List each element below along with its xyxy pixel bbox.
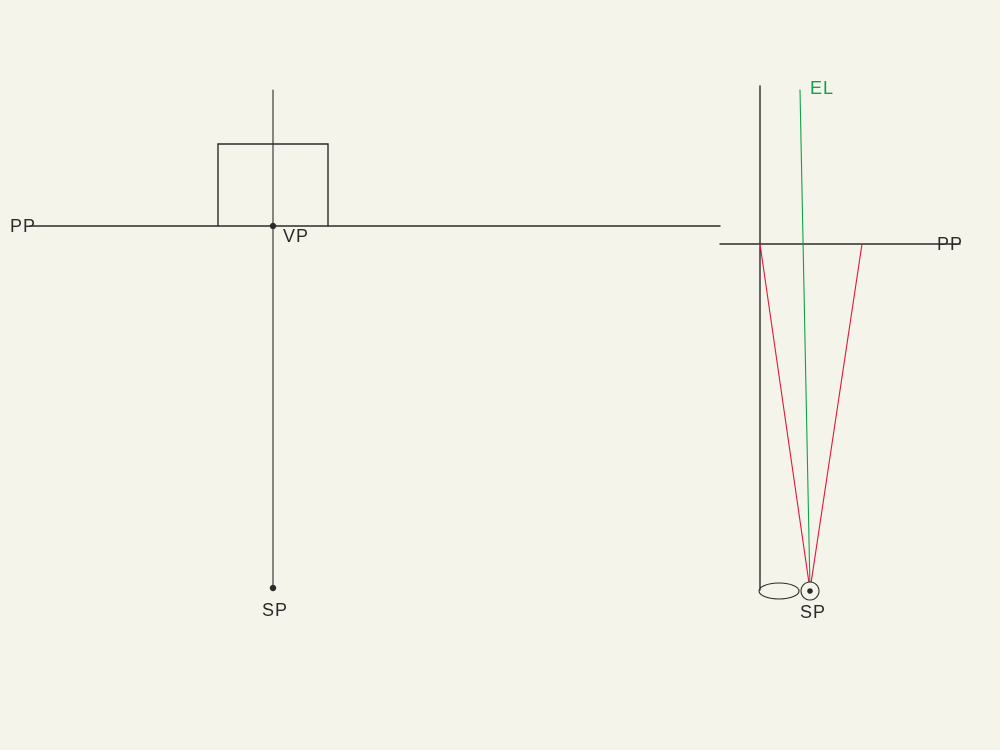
paper-background (0, 0, 1000, 750)
label-sp-right: SP (800, 602, 826, 622)
label-pp-right: PP (937, 234, 963, 254)
label-vp: VP (283, 226, 309, 246)
label-sp-left: SP (262, 600, 288, 620)
label-el: EL (810, 78, 834, 98)
perspective-diagram: PP VP SP PP EL SP (0, 0, 1000, 750)
label-pp-left: PP (10, 216, 36, 236)
eye-pupil (807, 588, 813, 594)
